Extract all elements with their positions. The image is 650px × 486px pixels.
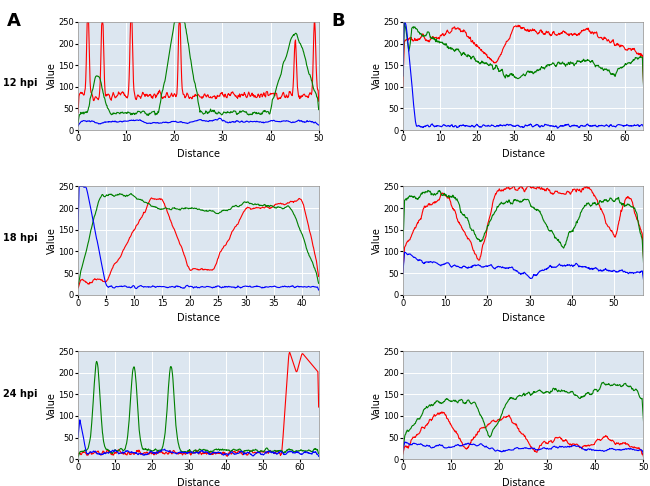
Text: B: B [332,12,345,30]
X-axis label: Distance: Distance [502,478,545,486]
Y-axis label: Value: Value [372,63,382,89]
Text: 24 hpi: 24 hpi [3,389,38,399]
X-axis label: Distance: Distance [177,149,220,159]
Y-axis label: Value: Value [372,392,382,418]
X-axis label: Distance: Distance [177,313,220,323]
X-axis label: Distance: Distance [502,313,545,323]
Y-axis label: Value: Value [47,392,57,418]
Text: 12 hpi: 12 hpi [3,78,38,87]
Text: A: A [6,12,20,30]
X-axis label: Distance: Distance [177,478,220,486]
X-axis label: Distance: Distance [502,149,545,159]
Y-axis label: Value: Value [47,227,57,254]
Y-axis label: Value: Value [372,227,382,254]
Text: 18 hpi: 18 hpi [3,233,38,243]
Y-axis label: Value: Value [47,63,57,89]
